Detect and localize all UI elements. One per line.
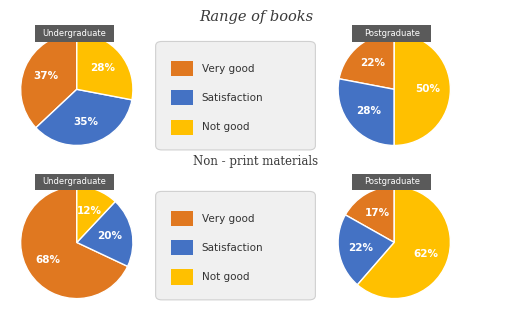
Wedge shape bbox=[338, 79, 394, 145]
Text: 37%: 37% bbox=[33, 71, 58, 81]
FancyBboxPatch shape bbox=[171, 240, 193, 256]
Text: Very good: Very good bbox=[202, 213, 254, 224]
Text: Satisfaction: Satisfaction bbox=[202, 243, 263, 253]
Text: 17%: 17% bbox=[365, 208, 390, 218]
Text: Non - print materials: Non - print materials bbox=[194, 155, 318, 168]
Wedge shape bbox=[20, 186, 127, 299]
Text: 22%: 22% bbox=[360, 58, 385, 68]
Text: Not good: Not good bbox=[202, 272, 249, 282]
Text: 50%: 50% bbox=[415, 84, 440, 94]
Text: 12%: 12% bbox=[77, 206, 102, 216]
FancyBboxPatch shape bbox=[171, 211, 193, 226]
FancyBboxPatch shape bbox=[352, 174, 431, 190]
Text: Range of books: Range of books bbox=[199, 10, 313, 24]
Text: 68%: 68% bbox=[36, 256, 61, 265]
Wedge shape bbox=[394, 33, 451, 145]
Text: 28%: 28% bbox=[356, 106, 381, 116]
FancyBboxPatch shape bbox=[171, 120, 193, 135]
Text: Postgraduate: Postgraduate bbox=[364, 177, 420, 186]
FancyBboxPatch shape bbox=[171, 270, 193, 285]
Text: Not good: Not good bbox=[202, 122, 249, 132]
Wedge shape bbox=[345, 186, 394, 242]
FancyBboxPatch shape bbox=[34, 25, 114, 42]
Wedge shape bbox=[339, 33, 394, 89]
FancyBboxPatch shape bbox=[156, 191, 315, 300]
Text: Undergraduate: Undergraduate bbox=[42, 177, 106, 186]
FancyBboxPatch shape bbox=[171, 90, 193, 106]
Text: Very good: Very good bbox=[202, 63, 254, 74]
Text: 35%: 35% bbox=[74, 117, 99, 127]
Wedge shape bbox=[20, 33, 77, 128]
Text: Satisfaction: Satisfaction bbox=[202, 93, 263, 103]
Text: Postgraduate: Postgraduate bbox=[364, 29, 420, 38]
FancyBboxPatch shape bbox=[34, 174, 114, 190]
FancyBboxPatch shape bbox=[352, 25, 431, 42]
Wedge shape bbox=[77, 202, 133, 266]
Text: Undergraduate: Undergraduate bbox=[42, 29, 106, 38]
Wedge shape bbox=[36, 89, 132, 145]
FancyBboxPatch shape bbox=[156, 41, 315, 150]
Wedge shape bbox=[357, 186, 451, 299]
Text: 62%: 62% bbox=[413, 249, 438, 259]
Text: 22%: 22% bbox=[349, 243, 374, 253]
Wedge shape bbox=[77, 33, 133, 100]
Text: 20%: 20% bbox=[97, 231, 122, 241]
FancyBboxPatch shape bbox=[171, 61, 193, 76]
Wedge shape bbox=[338, 215, 394, 285]
Text: 28%: 28% bbox=[90, 63, 115, 73]
Wedge shape bbox=[77, 186, 115, 242]
